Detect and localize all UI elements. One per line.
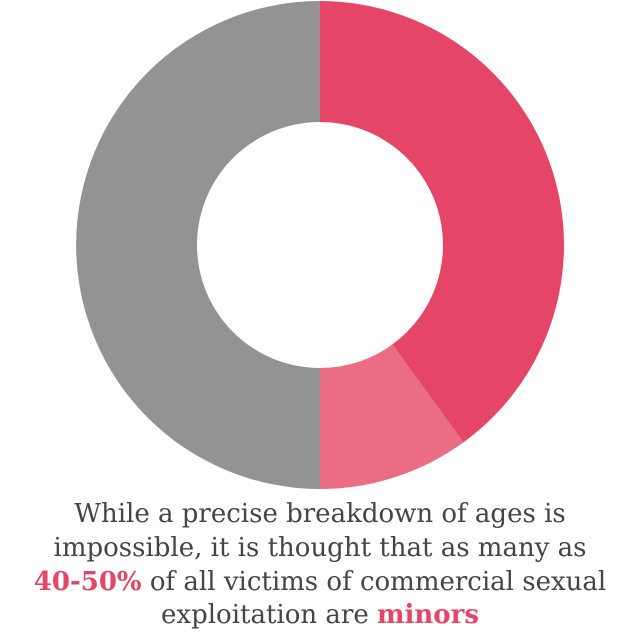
caption-line: impossible, it is thought that as many a… (54, 533, 587, 563)
donut-segment (76, 1, 320, 489)
caption-text: impossible, it is thought that as many a… (54, 533, 587, 563)
caption-text: of all victims of commercial sexual (142, 567, 607, 597)
caption-text: minors (377, 600, 479, 630)
donut-segment (320, 1, 564, 443)
caption-text: exploitation are (161, 600, 377, 630)
caption-line: 40-50% of all victims of commercial sexu… (34, 567, 606, 597)
caption-line: While a precise breakdown of ages is (74, 499, 565, 529)
caption-text: While a precise breakdown of ages is (74, 499, 565, 529)
caption-line: exploitation are minors (161, 600, 479, 630)
caption-text: 40-50% (34, 567, 142, 597)
donut-segment (320, 344, 464, 489)
